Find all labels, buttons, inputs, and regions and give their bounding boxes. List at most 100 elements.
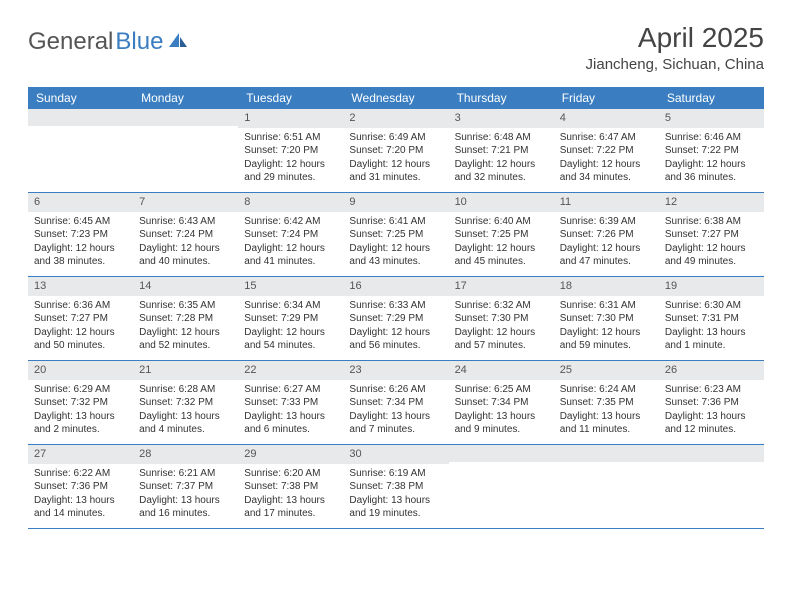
sunset-line: Sunset: 7:29 PM bbox=[349, 312, 442, 326]
daylight-line: Daylight: 12 hours and 52 minutes. bbox=[139, 326, 232, 353]
sunrise-line: Sunrise: 6:34 AM bbox=[244, 299, 337, 313]
sunset-line: Sunset: 7:25 PM bbox=[349, 228, 442, 242]
daylight-line: Daylight: 12 hours and 34 minutes. bbox=[560, 158, 653, 185]
calendar: SundayMondayTuesdayWednesdayThursdayFrid… bbox=[28, 87, 764, 529]
day-content: Sunrise: 6:34 AMSunset: 7:29 PMDaylight:… bbox=[238, 296, 343, 359]
sunrise-line: Sunrise: 6:47 AM bbox=[560, 131, 653, 145]
day-cell: 20Sunrise: 6:29 AMSunset: 7:32 PMDayligh… bbox=[28, 361, 133, 445]
sunset-line: Sunset: 7:33 PM bbox=[244, 396, 337, 410]
day-number: 6 bbox=[28, 193, 133, 212]
sunrise-line: Sunrise: 6:26 AM bbox=[349, 383, 442, 397]
sunrise-line: Sunrise: 6:30 AM bbox=[665, 299, 758, 313]
calendar-body: 1Sunrise: 6:51 AMSunset: 7:20 PMDaylight… bbox=[28, 109, 764, 529]
day-cell: 6Sunrise: 6:45 AMSunset: 7:23 PMDaylight… bbox=[28, 193, 133, 277]
sunrise-line: Sunrise: 6:25 AM bbox=[455, 383, 548, 397]
day-content: Sunrise: 6:21 AMSunset: 7:37 PMDaylight:… bbox=[133, 464, 238, 527]
day-number: 29 bbox=[238, 445, 343, 464]
sunset-line: Sunset: 7:24 PM bbox=[244, 228, 337, 242]
empty-day-cell bbox=[133, 109, 238, 193]
sunrise-line: Sunrise: 6:40 AM bbox=[455, 215, 548, 229]
day-content: Sunrise: 6:41 AMSunset: 7:25 PMDaylight:… bbox=[343, 212, 448, 275]
daylight-line: Daylight: 12 hours and 49 minutes. bbox=[665, 242, 758, 269]
day-content: Sunrise: 6:28 AMSunset: 7:32 PMDaylight:… bbox=[133, 380, 238, 443]
sunset-line: Sunset: 7:20 PM bbox=[349, 144, 442, 158]
sunrise-line: Sunrise: 6:23 AM bbox=[665, 383, 758, 397]
day-number: 14 bbox=[133, 277, 238, 296]
day-number: 22 bbox=[238, 361, 343, 380]
sunset-line: Sunset: 7:29 PM bbox=[244, 312, 337, 326]
sunset-line: Sunset: 7:37 PM bbox=[139, 480, 232, 494]
sunset-line: Sunset: 7:25 PM bbox=[455, 228, 548, 242]
day-content: Sunrise: 6:24 AMSunset: 7:35 PMDaylight:… bbox=[554, 380, 659, 443]
day-number: 17 bbox=[449, 277, 554, 296]
sunrise-line: Sunrise: 6:28 AM bbox=[139, 383, 232, 397]
daylight-line: Daylight: 12 hours and 59 minutes. bbox=[560, 326, 653, 353]
day-cell: 22Sunrise: 6:27 AMSunset: 7:33 PMDayligh… bbox=[238, 361, 343, 445]
day-cell: 17Sunrise: 6:32 AMSunset: 7:30 PMDayligh… bbox=[449, 277, 554, 361]
sunrise-line: Sunrise: 6:42 AM bbox=[244, 215, 337, 229]
weekday-header: Wednesday bbox=[343, 87, 448, 109]
sunrise-line: Sunrise: 6:41 AM bbox=[349, 215, 442, 229]
day-number: 11 bbox=[554, 193, 659, 212]
day-number: 10 bbox=[449, 193, 554, 212]
day-number: 2 bbox=[343, 109, 448, 128]
day-number: 15 bbox=[238, 277, 343, 296]
day-content: Sunrise: 6:45 AMSunset: 7:23 PMDaylight:… bbox=[28, 212, 133, 275]
daylight-line: Daylight: 13 hours and 17 minutes. bbox=[244, 494, 337, 521]
day-cell: 7Sunrise: 6:43 AMSunset: 7:24 PMDaylight… bbox=[133, 193, 238, 277]
weekday-header: Sunday bbox=[28, 87, 133, 109]
sunset-line: Sunset: 7:36 PM bbox=[665, 396, 758, 410]
sunset-line: Sunset: 7:30 PM bbox=[455, 312, 548, 326]
day-cell: 11Sunrise: 6:39 AMSunset: 7:26 PMDayligh… bbox=[554, 193, 659, 277]
daylight-line: Daylight: 12 hours and 40 minutes. bbox=[139, 242, 232, 269]
page-title: April 2025 bbox=[586, 22, 764, 54]
day-content: Sunrise: 6:51 AMSunset: 7:20 PMDaylight:… bbox=[238, 128, 343, 191]
sunset-line: Sunset: 7:26 PM bbox=[560, 228, 653, 242]
sunrise-line: Sunrise: 6:31 AM bbox=[560, 299, 653, 313]
day-cell: 16Sunrise: 6:33 AMSunset: 7:29 PMDayligh… bbox=[343, 277, 448, 361]
day-cell: 13Sunrise: 6:36 AMSunset: 7:27 PMDayligh… bbox=[28, 277, 133, 361]
location-text: Jiancheng, Sichuan, China bbox=[586, 56, 764, 73]
day-cell: 8Sunrise: 6:42 AMSunset: 7:24 PMDaylight… bbox=[238, 193, 343, 277]
daylight-line: Daylight: 13 hours and 14 minutes. bbox=[34, 494, 127, 521]
daylight-line: Daylight: 12 hours and 54 minutes. bbox=[244, 326, 337, 353]
day-number: 19 bbox=[659, 277, 764, 296]
day-cell: 29Sunrise: 6:20 AMSunset: 7:38 PMDayligh… bbox=[238, 445, 343, 529]
day-number: 9 bbox=[343, 193, 448, 212]
day-cell: 24Sunrise: 6:25 AMSunset: 7:34 PMDayligh… bbox=[449, 361, 554, 445]
day-number: 3 bbox=[449, 109, 554, 128]
sunset-line: Sunset: 7:32 PM bbox=[34, 396, 127, 410]
daylight-line: Daylight: 12 hours and 43 minutes. bbox=[349, 242, 442, 269]
sunrise-line: Sunrise: 6:33 AM bbox=[349, 299, 442, 313]
day-number: 24 bbox=[449, 361, 554, 380]
logo-sail-icon bbox=[167, 31, 189, 54]
day-content: Sunrise: 6:35 AMSunset: 7:28 PMDaylight:… bbox=[133, 296, 238, 359]
day-number: 28 bbox=[133, 445, 238, 464]
day-cell: 15Sunrise: 6:34 AMSunset: 7:29 PMDayligh… bbox=[238, 277, 343, 361]
day-content: Sunrise: 6:26 AMSunset: 7:34 PMDaylight:… bbox=[343, 380, 448, 443]
day-number-bar bbox=[28, 109, 133, 126]
daylight-line: Daylight: 13 hours and 16 minutes. bbox=[139, 494, 232, 521]
header: GeneralBlue April 2025 Jiancheng, Sichua… bbox=[28, 22, 764, 73]
sunset-line: Sunset: 7:20 PM bbox=[244, 144, 337, 158]
day-content: Sunrise: 6:19 AMSunset: 7:38 PMDaylight:… bbox=[343, 464, 448, 527]
sunrise-line: Sunrise: 6:36 AM bbox=[34, 299, 127, 313]
daylight-line: Daylight: 13 hours and 1 minute. bbox=[665, 326, 758, 353]
day-cell: 25Sunrise: 6:24 AMSunset: 7:35 PMDayligh… bbox=[554, 361, 659, 445]
daylight-line: Daylight: 12 hours and 45 minutes. bbox=[455, 242, 548, 269]
sunrise-line: Sunrise: 6:51 AM bbox=[244, 131, 337, 145]
day-number: 13 bbox=[28, 277, 133, 296]
day-content: Sunrise: 6:40 AMSunset: 7:25 PMDaylight:… bbox=[449, 212, 554, 275]
daylight-line: Daylight: 12 hours and 32 minutes. bbox=[455, 158, 548, 185]
sunset-line: Sunset: 7:21 PM bbox=[455, 144, 548, 158]
day-cell: 10Sunrise: 6:40 AMSunset: 7:25 PMDayligh… bbox=[449, 193, 554, 277]
empty-day-cell bbox=[554, 445, 659, 529]
daylight-line: Daylight: 13 hours and 7 minutes. bbox=[349, 410, 442, 437]
day-number: 8 bbox=[238, 193, 343, 212]
empty-day-cell bbox=[28, 109, 133, 193]
sunrise-line: Sunrise: 6:19 AM bbox=[349, 467, 442, 481]
sunrise-line: Sunrise: 6:49 AM bbox=[349, 131, 442, 145]
day-number: 23 bbox=[343, 361, 448, 380]
sunset-line: Sunset: 7:27 PM bbox=[34, 312, 127, 326]
logo-text-blue: Blue bbox=[115, 28, 163, 56]
